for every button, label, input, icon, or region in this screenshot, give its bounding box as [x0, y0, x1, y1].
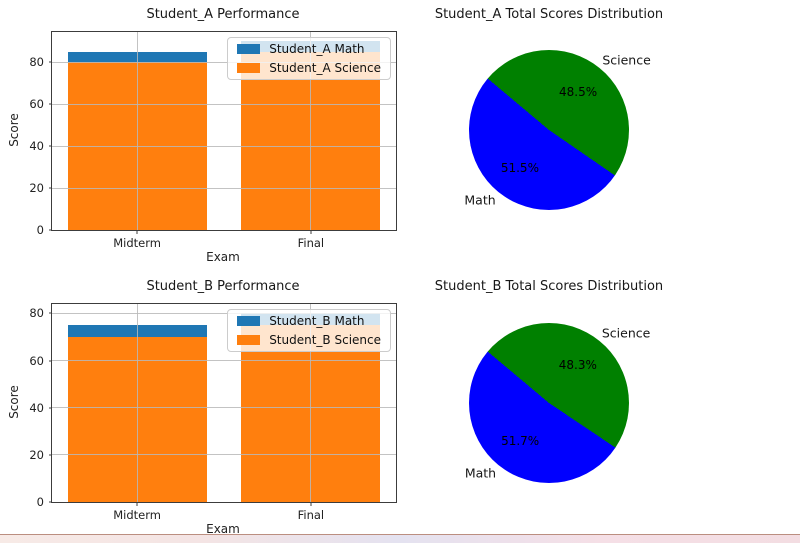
pie-disc [469, 323, 629, 483]
legend-label: Student_B Science [269, 333, 381, 347]
y-tick-mark [48, 145, 52, 147]
x-tick-label: Final [297, 508, 325, 522]
legend: Student_A Math Student_A Science [227, 37, 391, 80]
y-tick-mark [48, 103, 52, 105]
y-tick-label: 0 [36, 223, 44, 237]
y-tick-label: 40 [29, 400, 44, 415]
legend-swatch [237, 316, 261, 326]
y-tick-mark [48, 312, 52, 314]
y-tick-label: 20 [29, 447, 44, 462]
gridline-x [310, 32, 312, 230]
x-tick-mark [310, 230, 312, 234]
x-tick-mark [136, 502, 138, 506]
gridline-y [52, 312, 396, 314]
y-tick-label: 80 [29, 306, 44, 321]
pie-disc [469, 50, 629, 210]
y-axis-label: Score [7, 385, 21, 419]
y-tick-mark [48, 187, 52, 189]
pie-percent-math: 51.7% [501, 434, 540, 449]
gridline-x [136, 304, 138, 502]
pie-percent-science: 48.5% [559, 84, 598, 99]
pie-label-science: Science [601, 325, 651, 341]
legend-item: Student_B Math [237, 314, 381, 328]
gridline-y [52, 187, 396, 189]
chart-title-student-b-pie: Student_B Total Scores Distribution [434, 279, 664, 294]
y-tick-mark [48, 501, 52, 503]
legend-item: Student_A Science [237, 61, 381, 75]
gridline-y [52, 360, 396, 362]
gridline-y [52, 103, 396, 105]
pie-label-math: Math [464, 192, 496, 208]
legend-label: Student_B Math [269, 314, 365, 328]
y-tick-label: 40 [29, 139, 44, 154]
x-axis-label: Exam [206, 250, 240, 264]
y-tick-label: 60 [29, 97, 44, 112]
x-axis-label: Exam [206, 522, 240, 536]
legend-label: Student_A Math [269, 42, 365, 56]
y-tick-mark [48, 360, 52, 362]
chart-title-student-a-performance: Student_A Performance [146, 7, 300, 22]
legend-label: Student_A Science [269, 61, 381, 75]
chart-title-student-b-performance: Student_B Performance [146, 279, 300, 294]
gridline-y [52, 61, 396, 63]
legend-swatch [237, 335, 261, 345]
gridline-y [52, 454, 396, 456]
legend-item: Student_B Science [237, 333, 381, 347]
legend-item: Student_A Math [237, 42, 381, 56]
x-tick-mark [310, 502, 312, 506]
y-tick-label: 20 [29, 181, 44, 196]
pie-percent-science: 48.3% [558, 357, 597, 372]
legend-swatch [237, 44, 261, 54]
y-tick-mark [48, 454, 52, 456]
bar-chart-student-a: 0 20 40 60 80 Midterm Final Student_A Math Stude… [29, 31, 397, 250]
x-tick-mark [136, 230, 138, 234]
pie-label-science: Science [602, 52, 651, 68]
x-tick-label: Midterm [113, 508, 161, 522]
gridline-y [52, 145, 396, 147]
bar-chart-student-b: 0 20 40 60 80 Midterm Final Student_B Math Stude… [29, 303, 397, 522]
y-tick-mark [48, 61, 52, 63]
y-tick-mark [48, 229, 52, 231]
gridline-x [310, 304, 312, 502]
y-tick-mark [48, 407, 52, 409]
y-axis-label: Score [7, 113, 21, 147]
legend: Student_B Math Student_B Science [227, 309, 391, 352]
y-tick-label: 0 [36, 495, 44, 509]
background-window-edge[interactable] [0, 534, 800, 543]
y-tick-label: 60 [29, 353, 44, 368]
pie-label-math: Math [464, 465, 497, 481]
chart-title-student-a-pie: Student_A Total Scores Distribution [434, 7, 664, 22]
x-tick-label: Midterm [113, 236, 161, 250]
x-tick-label: Final [297, 236, 325, 250]
gridline-y [52, 407, 396, 409]
legend-swatch [237, 63, 261, 73]
pie-percent-math: 51.5% [500, 161, 539, 176]
y-tick-label: 80 [29, 55, 44, 70]
gridline-x [136, 32, 138, 230]
